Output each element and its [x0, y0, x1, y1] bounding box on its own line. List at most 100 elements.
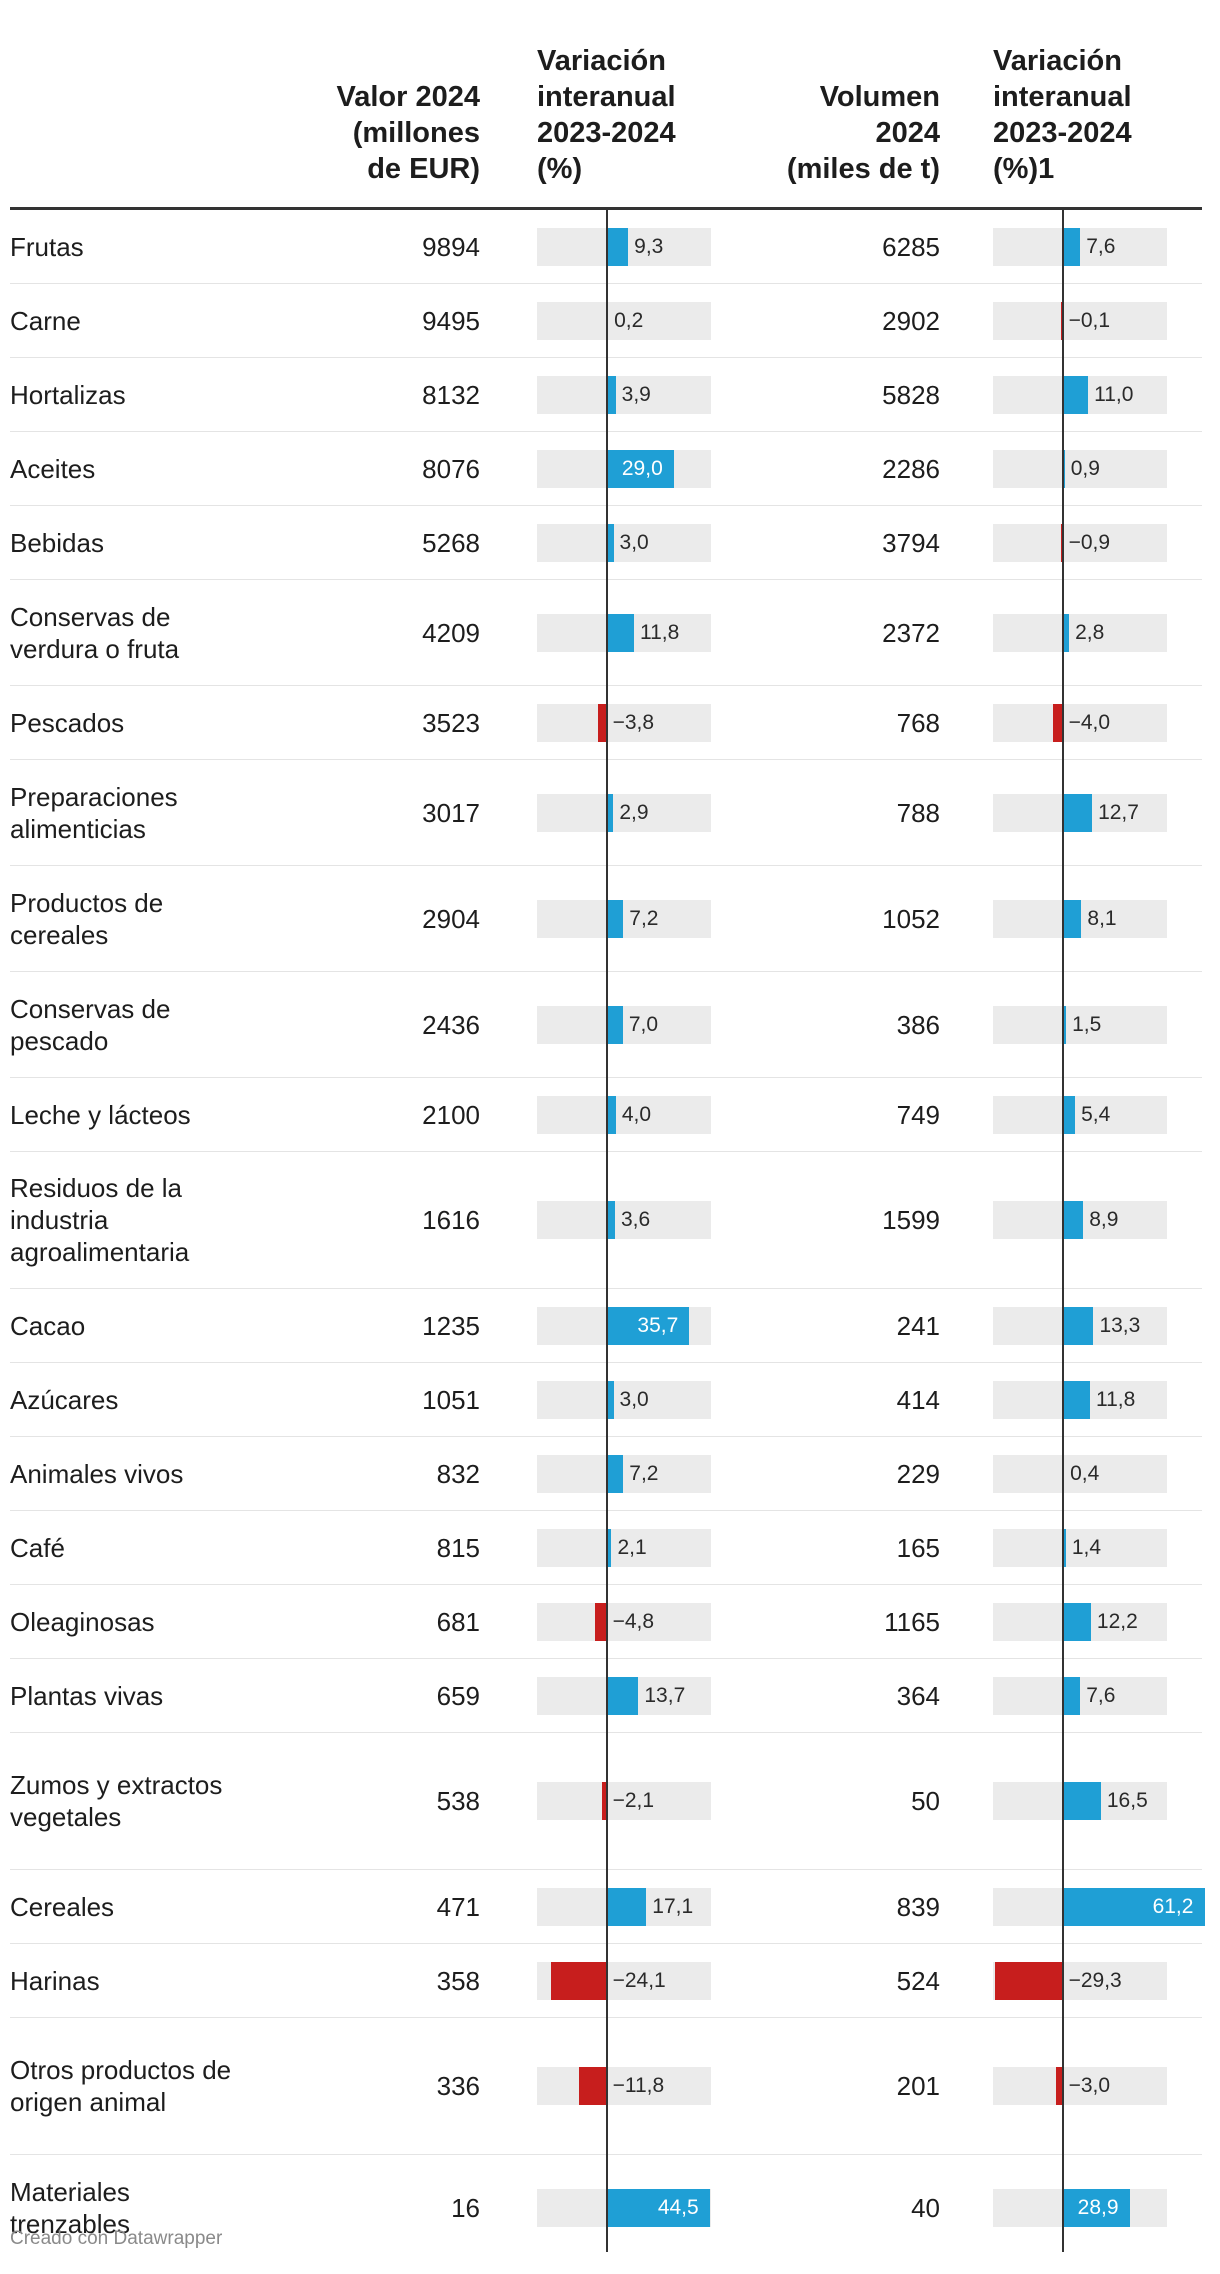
var_valor-cell: 3,6	[537, 1152, 711, 1288]
valor-value: 1051	[422, 1384, 480, 1415]
bar-label: 8,9	[1089, 1208, 1119, 1231]
bar-label: 7,2	[629, 906, 659, 930]
bar-track: 12,7	[993, 793, 1167, 832]
category-text: Conservas de verdura o fruta	[10, 601, 180, 664]
valor-value: 16	[451, 2192, 480, 2223]
bar-var_volumen	[1060, 523, 1063, 562]
bar-label: −3,8	[612, 710, 655, 734]
volumen-value: 50	[911, 1786, 940, 1816]
header-volumen: Volumen 2024 (miles de t)	[740, 79, 940, 187]
category-label: Conservas de verdura o fruta	[10, 580, 270, 685]
bar-track: 16,5	[993, 1782, 1167, 1820]
bar-label: 13,7	[644, 1683, 686, 1707]
bar-label: 4,0	[621, 1102, 652, 1126]
bar-var_valor	[601, 1782, 607, 1820]
bar-var_valor	[606, 1528, 612, 1567]
valor-value: 8132	[422, 379, 480, 410]
volumen-value: 201	[896, 2071, 940, 2101]
bar-label: 7,2	[629, 1461, 659, 1485]
var_volumen-cell: 28,9	[993, 2155, 1167, 2260]
bar-track: −11,8	[537, 2067, 711, 2105]
bar-label: 0,2	[614, 308, 644, 332]
bar-track: 29,0	[537, 449, 711, 488]
bar-track: 13,7	[537, 1676, 711, 1715]
bar-track: 11,8	[537, 613, 711, 652]
var_valor-cell: 17,1	[537, 1870, 711, 1943]
bar-var_volumen	[1062, 1782, 1101, 1820]
bar-label: −4,8	[612, 1609, 655, 1633]
bar-track: 13,3	[993, 1306, 1167, 1345]
bar-track: 11,0	[993, 375, 1167, 414]
bar-label: 29,0	[621, 456, 663, 480]
bar-var_valor	[606, 449, 674, 488]
bar-track: 2,9	[537, 793, 711, 832]
bar-track: 44,5	[537, 2188, 711, 2227]
var_valor-cell: 7,2	[537, 1437, 711, 1510]
valor-value: 1616	[422, 1205, 480, 1235]
header-line: interanual	[537, 81, 676, 113]
bar-var_volumen	[1062, 1887, 1205, 1926]
bar-track: 2,1	[537, 1528, 711, 1567]
volumen-value: 1165	[884, 1606, 940, 1637]
bar-var_valor	[606, 793, 614, 832]
var_valor-cell: −11,8	[537, 2018, 711, 2154]
bar-label: −29,3	[1068, 1968, 1122, 1992]
volumen-value: 788	[896, 797, 940, 828]
var_valor-cell: 0,2	[537, 284, 711, 357]
bar-var_volumen	[1062, 1201, 1084, 1239]
var_volumen-cell: 8,9	[993, 1152, 1167, 1288]
bar-var_volumen	[1055, 2067, 1063, 2105]
category-label: Pescados	[10, 686, 270, 759]
bar-label: 12,7	[1098, 800, 1139, 824]
bar-label: −24,1	[612, 1968, 666, 1992]
bar-var_volumen	[1062, 449, 1065, 488]
volumen-value: 241	[896, 1310, 940, 1341]
table-row: Preparaciones alimenticias 3017 2,9 788 12,7	[10, 760, 1202, 866]
header-line: (millones	[352, 117, 480, 149]
var_volumen-cell: 2,8	[993, 580, 1167, 685]
bar-track: 28,9	[993, 2188, 1167, 2227]
var_volumen-cell: 11,8	[993, 1363, 1167, 1436]
category-text: Materiales trenzables	[10, 2176, 130, 2239]
volumen-value: 768	[896, 707, 940, 738]
category-label: Leche y lácteos	[10, 1078, 270, 1151]
data-table: Valor 2024 (millones de EUR) Variación i…	[10, 0, 1205, 2260]
category-text: Cacao	[10, 1310, 86, 1341]
valor-value: 2904	[422, 903, 480, 934]
category-text: Cereales	[10, 1891, 115, 1922]
volumen-value: 3794	[882, 527, 940, 558]
bar-var_volumen	[1062, 1676, 1081, 1715]
header-valor: Valor 2024 (millones de EUR)	[280, 79, 481, 187]
bar-label: 3,6	[620, 1208, 651, 1231]
volumen-value: 839	[896, 1891, 940, 1922]
bar-label: −0,9	[1068, 530, 1111, 554]
var_volumen-cell: 13,3	[993, 1289, 1167, 1362]
category-text: Otros productos de origen animal	[10, 2055, 232, 2117]
bar-label: 7,6	[1086, 1683, 1116, 1707]
bar-var_volumen	[1062, 899, 1082, 938]
table-row: Zumos y extractos vegetales 538 −2,1 50 16,5	[10, 1733, 1202, 1870]
bar-var_volumen	[1062, 2188, 1130, 2227]
bar-label: 13,3	[1099, 1313, 1141, 1337]
volumen-value: 2286	[882, 453, 940, 484]
table-row: Conservas de pescado 2436 7,0 386 1,5	[10, 972, 1202, 1078]
var_volumen-cell: 12,2	[993, 1585, 1167, 1658]
category-text: Hortalizas	[10, 379, 126, 410]
volumen-value: 386	[896, 1009, 940, 1040]
bar-label: 5,4	[1081, 1102, 1111, 1126]
table-row: Pescados 3523 −3,8 768 −4,0	[10, 686, 1202, 760]
bar-track: −0,9	[993, 523, 1167, 562]
bar-label: 3,0	[619, 1387, 649, 1411]
var_valor-cell: 2,9	[537, 760, 711, 865]
category-label: Cereales	[10, 1870, 270, 1943]
bar-track: 7,2	[537, 1454, 711, 1493]
bar-var_valor	[606, 375, 616, 414]
bar-label: −4,0	[1068, 710, 1111, 734]
valor-value: 3523	[422, 707, 480, 738]
zero-axis-line	[1061, 208, 1064, 2252]
bar-track: −3,8	[537, 703, 711, 742]
category-text: Harinas	[10, 1965, 100, 1996]
category-text: Productos de cereales	[10, 887, 164, 950]
bar-track: 7,6	[993, 227, 1167, 266]
bar-track: 11,8	[993, 1380, 1167, 1419]
